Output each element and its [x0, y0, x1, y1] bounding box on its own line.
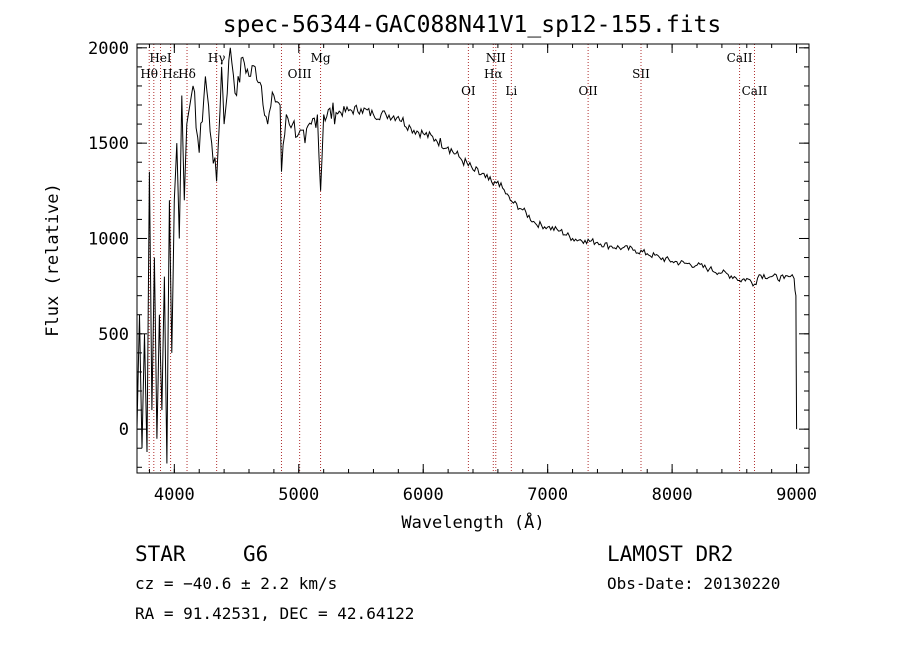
x-axis: 4000 5000 6000 7000 8000 9000 — [148, 44, 817, 505]
y-axis: 0 500 1000 1500 2000 — [88, 39, 809, 468]
y-tick-label: 2000 — [88, 39, 129, 59]
x-tick-label: 8000 — [652, 485, 693, 505]
line-label: Hθ — [140, 67, 158, 81]
line-label: Li — [505, 84, 517, 98]
line-label: SII — [632, 67, 650, 81]
line-label: CaII — [727, 51, 753, 65]
x-axis-label: Wavelength (Å) — [401, 511, 544, 533]
x-tick-label: 4000 — [154, 485, 195, 505]
line-markers — [148, 44, 755, 473]
line-label: OII — [578, 84, 598, 98]
y-tick-label: 500 — [98, 325, 129, 345]
line-label: Hγ — [208, 51, 226, 65]
line-label: NII — [486, 51, 506, 65]
line-label: OIII — [288, 67, 312, 81]
line-label: Hε — [162, 67, 179, 81]
y-axis-label: Flux (relative) — [43, 183, 63, 337]
line-label: Mg — [311, 51, 331, 65]
plot-frame — [136, 43, 810, 474]
line-label: HeI — [149, 51, 172, 65]
line-label: OI — [461, 84, 476, 98]
y-tick-label: 1500 — [88, 134, 129, 154]
line-label: Hδ — [178, 67, 196, 81]
x-tick-label: 7000 — [527, 485, 568, 505]
x-tick-label: 9000 — [776, 485, 817, 505]
object-class: STAR — [135, 542, 186, 566]
y-tick-label: 1000 — [88, 229, 129, 249]
spectrum-line — [136, 47, 798, 464]
x-tick-label: 6000 — [403, 485, 444, 505]
line-label: Hα — [484, 67, 503, 81]
y-tick-label: 0 — [119, 420, 129, 440]
line-label: CaII — [742, 84, 768, 98]
object-subclass: G6 — [243, 542, 268, 566]
obs-date-text: Obs-Date: 20130220 — [607, 574, 780, 593]
coordinates-text: RA = 91.42531, DEC = 42.64122 — [135, 604, 414, 623]
survey-label: LAMOST DR2 — [607, 542, 733, 566]
x-tick-label: 5000 — [278, 485, 319, 505]
redshift-text: cz = −40.6 ± 2.2 km/s — [135, 574, 337, 593]
chart-title: spec-56344-GAC088N41V1_sp12-155.fits — [223, 12, 722, 38]
